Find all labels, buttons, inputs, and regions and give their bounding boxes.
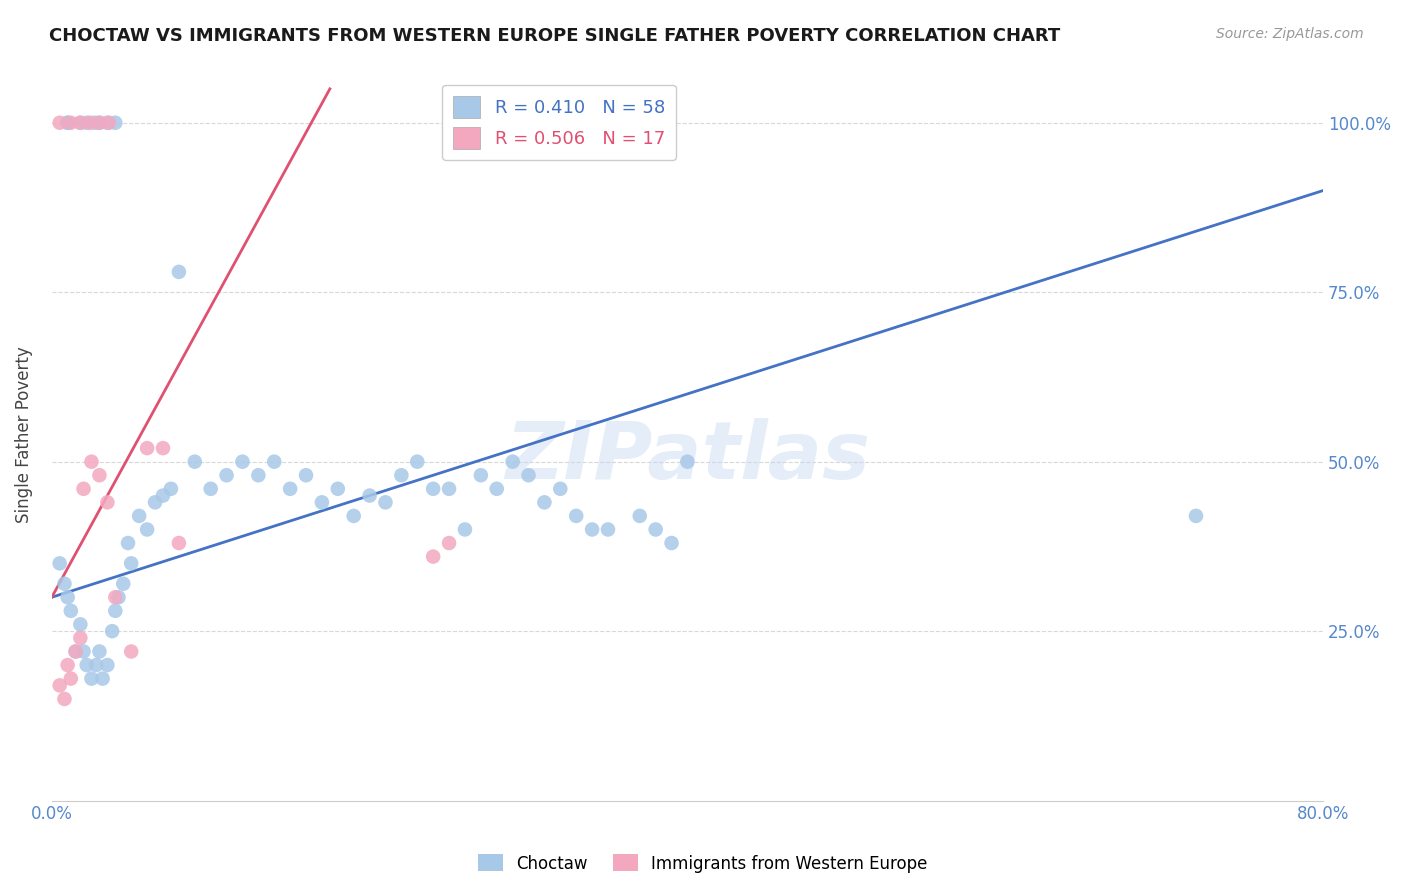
Point [661, 536, 683, 550]
Point [89, 468, 111, 483]
Point [69, 116, 91, 130]
Point [160, 482, 183, 496]
Point [470, 468, 492, 483]
Point [104, 604, 127, 618]
Text: ZIPatlas: ZIPatlas [505, 417, 870, 496]
Point [48, 678, 70, 692]
Point [112, 576, 135, 591]
Point [59, 604, 82, 618]
Point [343, 508, 366, 523]
Point [517, 468, 540, 483]
Point [96, 495, 118, 509]
Point [65, 644, 87, 658]
Point [72, 482, 94, 496]
Point [263, 455, 285, 469]
Point [422, 482, 444, 496]
Point [89, 116, 111, 130]
Point [247, 468, 270, 483]
Point [56, 116, 79, 130]
Point [215, 468, 238, 483]
Point [80, 455, 103, 469]
Text: Source: ZipAtlas.com: Source: ZipAtlas.com [1216, 27, 1364, 41]
Point [89, 116, 111, 130]
Point [389, 468, 412, 483]
Point [56, 658, 79, 673]
Point [200, 482, 222, 496]
Point [437, 482, 460, 496]
Point [84, 658, 107, 673]
Point [550, 482, 572, 496]
Point [97, 116, 120, 130]
Point [326, 482, 349, 496]
Point [167, 265, 190, 279]
Point [96, 116, 118, 130]
Point [76, 116, 98, 130]
Point [152, 489, 174, 503]
Point [104, 591, 127, 605]
Y-axis label: Single Father Poverty: Single Father Poverty [15, 346, 32, 523]
Point [502, 455, 524, 469]
Point [406, 455, 429, 469]
Point [120, 557, 142, 571]
Point [184, 455, 207, 469]
Point [676, 455, 699, 469]
Point [565, 508, 588, 523]
Point [48, 116, 70, 130]
Point [628, 116, 651, 130]
Point [644, 523, 666, 537]
Point [104, 116, 127, 130]
Point [53, 576, 76, 591]
Point [533, 495, 555, 509]
Point [136, 441, 159, 455]
Legend: R = 0.410   N = 58, R = 0.506   N = 17: R = 0.410 N = 58, R = 0.506 N = 17 [443, 85, 676, 160]
Point [48, 557, 70, 571]
Point [454, 523, 477, 537]
Point [437, 536, 460, 550]
Text: CHOCTAW VS IMMIGRANTS FROM WESTERN EUROPE SINGLE FATHER POVERTY CORRELATION CHAR: CHOCTAW VS IMMIGRANTS FROM WESTERN EUROP… [49, 27, 1060, 45]
Point [80, 672, 103, 686]
Point [231, 455, 253, 469]
Point [76, 658, 98, 673]
Point [91, 672, 114, 686]
Legend: Choctaw, Immigrants from Western Europe: Choctaw, Immigrants from Western Europe [471, 847, 935, 880]
Point [422, 549, 444, 564]
Point [120, 644, 142, 658]
Point [628, 508, 651, 523]
Point [596, 523, 619, 537]
Point [374, 495, 396, 509]
Point [89, 644, 111, 658]
Point [79, 116, 101, 130]
Point [295, 468, 318, 483]
Point [69, 631, 91, 645]
Point [83, 116, 105, 130]
Point [517, 116, 540, 130]
Point [59, 672, 82, 686]
Point [143, 495, 166, 509]
Point [101, 624, 124, 639]
Point [167, 536, 190, 550]
Point [128, 508, 150, 523]
Point [53, 692, 76, 706]
Point [69, 617, 91, 632]
Point [96, 658, 118, 673]
Point [69, 116, 91, 130]
Point [581, 523, 603, 537]
Point [311, 495, 333, 509]
Point [152, 441, 174, 455]
Point [117, 536, 139, 550]
Point [359, 489, 381, 503]
Point [65, 644, 87, 658]
Point [278, 482, 301, 496]
Point [136, 523, 159, 537]
Point [56, 116, 79, 130]
Point [59, 116, 82, 130]
Point [485, 482, 508, 496]
Point [1185, 508, 1208, 523]
Point [72, 644, 94, 658]
Point [107, 591, 129, 605]
Point [56, 591, 79, 605]
